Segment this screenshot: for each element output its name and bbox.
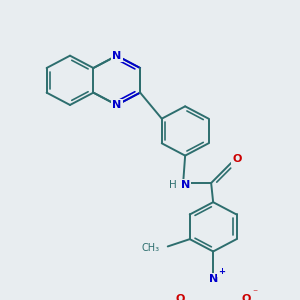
Text: +: + [218,267,225,276]
Text: CH₃: CH₃ [142,243,160,253]
Text: ⁻: ⁻ [253,288,258,298]
Text: O: O [242,294,251,300]
Text: N: N [181,180,190,190]
Text: N: N [112,51,122,61]
Text: N: N [112,100,122,110]
Text: O: O [176,294,185,300]
Text: N: N [208,274,218,284]
Text: O: O [232,154,242,164]
Text: H: H [169,180,177,190]
